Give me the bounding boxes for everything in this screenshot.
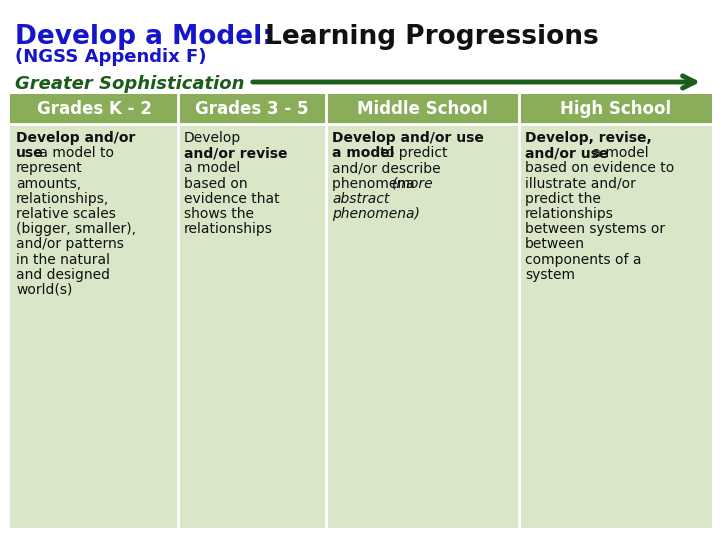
Text: Develop a Model:: Develop a Model: bbox=[15, 24, 273, 50]
Text: a model: a model bbox=[588, 146, 649, 160]
Text: Develop: Develop bbox=[184, 131, 241, 145]
Text: system: system bbox=[525, 268, 575, 282]
Text: Grades 3 - 5: Grades 3 - 5 bbox=[195, 100, 309, 118]
Text: between systems or: between systems or bbox=[525, 222, 665, 236]
Text: High School: High School bbox=[560, 100, 671, 118]
Text: illustrate and/or: illustrate and/or bbox=[525, 177, 636, 191]
Bar bbox=[519, 124, 712, 528]
Bar bbox=[10, 124, 178, 528]
Text: (more: (more bbox=[392, 177, 433, 191]
Bar bbox=[178, 124, 326, 528]
Text: relationships: relationships bbox=[184, 222, 273, 236]
Text: in the natural: in the natural bbox=[16, 253, 110, 267]
Bar bbox=[178, 94, 326, 124]
Text: abstract: abstract bbox=[332, 192, 390, 206]
Text: between: between bbox=[525, 238, 585, 252]
Text: a model: a model bbox=[332, 146, 395, 160]
Text: (NGSS Appendix F): (NGSS Appendix F) bbox=[15, 48, 207, 66]
Text: world(s): world(s) bbox=[16, 283, 73, 297]
Text: Develop and/or: Develop and/or bbox=[16, 131, 135, 145]
Text: represent: represent bbox=[16, 161, 83, 176]
Text: relationships: relationships bbox=[525, 207, 614, 221]
Text: and designed: and designed bbox=[16, 268, 110, 282]
Text: amounts,: amounts, bbox=[16, 177, 81, 191]
Text: Middle School: Middle School bbox=[357, 100, 488, 118]
Text: use: use bbox=[16, 146, 44, 160]
Text: a model: a model bbox=[184, 161, 240, 176]
Text: phenomena: phenomena bbox=[332, 177, 419, 191]
Text: evidence that: evidence that bbox=[184, 192, 279, 206]
Text: predict the: predict the bbox=[525, 192, 601, 206]
Text: relationships,: relationships, bbox=[16, 192, 109, 206]
Text: Learning Progressions: Learning Progressions bbox=[256, 24, 599, 50]
Text: components of a: components of a bbox=[525, 253, 642, 267]
Text: based on: based on bbox=[184, 177, 248, 191]
Text: and/or patterns: and/or patterns bbox=[16, 238, 124, 252]
Text: and/or revise: and/or revise bbox=[184, 146, 287, 160]
Bar bbox=[326, 124, 519, 528]
Text: Grades K - 2: Grades K - 2 bbox=[37, 100, 151, 118]
Bar bbox=[10, 94, 178, 124]
Text: Develop and/or use: Develop and/or use bbox=[332, 131, 484, 145]
Text: based on evidence to: based on evidence to bbox=[525, 161, 674, 176]
Text: a model to: a model to bbox=[35, 146, 114, 160]
Text: and/or describe: and/or describe bbox=[332, 161, 441, 176]
Text: phenomena): phenomena) bbox=[332, 207, 420, 221]
Bar bbox=[519, 94, 712, 124]
Text: relative scales: relative scales bbox=[16, 207, 116, 221]
Text: and/or use: and/or use bbox=[525, 146, 608, 160]
Text: Greater Sophistication: Greater Sophistication bbox=[15, 75, 245, 93]
Text: shows the: shows the bbox=[184, 207, 254, 221]
Text: (bigger, smaller),: (bigger, smaller), bbox=[16, 222, 136, 236]
Bar bbox=[326, 94, 519, 124]
Text: Develop, revise,: Develop, revise, bbox=[525, 131, 652, 145]
FancyArrowPatch shape bbox=[253, 76, 695, 88]
Text: to predict: to predict bbox=[376, 146, 448, 160]
